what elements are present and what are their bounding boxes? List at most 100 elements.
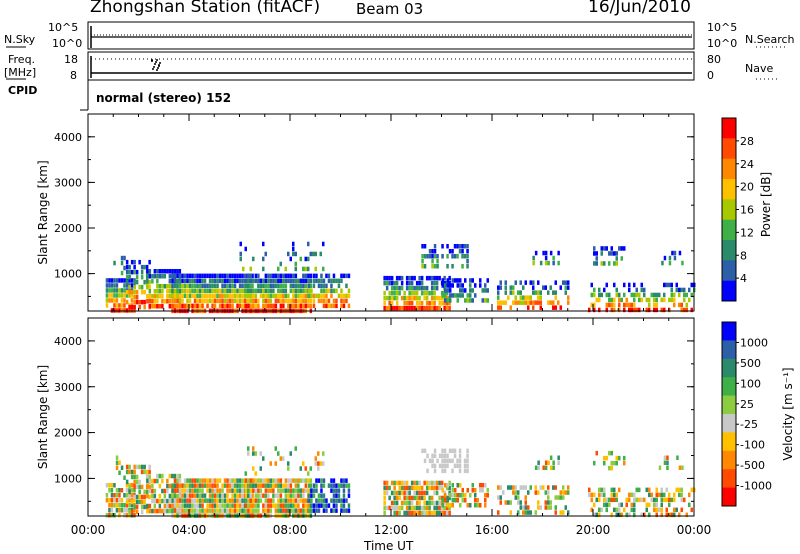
- data-cell: [453, 448, 457, 454]
- data-cell: [262, 508, 265, 513]
- data-cell: [259, 283, 263, 289]
- data-cell: [507, 485, 510, 490]
- colorbar-swatch: [722, 260, 736, 282]
- data-cell: [673, 512, 676, 518]
- data-cell: [623, 292, 626, 298]
- data-cell: [176, 269, 179, 274]
- data-cell: [153, 294, 157, 299]
- data-cell: [428, 458, 432, 464]
- data-cell: [223, 303, 227, 309]
- data-cell: [466, 298, 469, 303]
- data-cell: [330, 508, 333, 513]
- nave-tick-low: 0: [707, 69, 714, 82]
- data-cell: [413, 480, 416, 486]
- data-cell: [613, 492, 616, 498]
- data-cell: [173, 283, 177, 289]
- data-cell: [425, 305, 429, 311]
- data-cell: [309, 251, 312, 257]
- data-cell: [655, 297, 658, 303]
- data-cell: [151, 508, 154, 514]
- data-cell: [213, 508, 217, 513]
- data-cell: [176, 483, 179, 488]
- data-cell: [254, 303, 258, 309]
- data-cell: [319, 461, 322, 466]
- data-cell: [678, 512, 681, 518]
- data-cell: [248, 303, 252, 309]
- data-cell: [615, 512, 618, 518]
- data-cell: [262, 293, 265, 299]
- data-cell: [310, 288, 313, 294]
- data-cell: [476, 498, 479, 503]
- data-cell: [196, 503, 199, 508]
- data-cell: [193, 278, 197, 284]
- data-cell: [307, 278, 311, 284]
- data-cell: [118, 503, 121, 508]
- data-cell: [610, 297, 613, 303]
- data-cell: [226, 273, 229, 279]
- data-cell: [151, 478, 154, 484]
- data-cell: [410, 300, 414, 306]
- data-cell: [143, 494, 146, 500]
- data-cell: [517, 510, 520, 515]
- data-cell: [342, 478, 346, 483]
- data-cell: [233, 298, 237, 304]
- data-cell: [213, 478, 217, 483]
- data-cell: [598, 292, 601, 298]
- data-cell: [233, 503, 237, 508]
- data-cell: [262, 288, 265, 294]
- data-cell: [289, 303, 293, 309]
- data-cell: [312, 283, 316, 289]
- data-cell: [665, 512, 668, 518]
- data-cell: [196, 303, 199, 309]
- data-cell: [176, 278, 179, 284]
- data-cell: [443, 500, 446, 506]
- data-cell: [466, 448, 469, 454]
- data-cell: [608, 497, 611, 503]
- data-cell: [138, 284, 141, 290]
- data-cell: [663, 455, 667, 460]
- data-cell: [269, 303, 273, 309]
- data-cell: [173, 293, 177, 299]
- data-cell: [218, 293, 222, 299]
- data-cell: [395, 480, 399, 486]
- data-cell: [390, 490, 394, 496]
- data-cell: [272, 293, 275, 299]
- data-cell: [408, 285, 411, 291]
- data-cell: [146, 508, 149, 514]
- data-cell: [421, 264, 424, 269]
- data-cell: [186, 498, 189, 503]
- data-cell: [201, 493, 204, 498]
- data-cell: [299, 256, 302, 262]
- data-cell: [638, 297, 641, 303]
- data-cell: [274, 298, 278, 304]
- data-cell: [297, 488, 300, 493]
- data-cell: [600, 261, 603, 266]
- freq-label: Freq.: [8, 53, 36, 66]
- data-cell: [181, 498, 184, 503]
- data-cell: [418, 500, 421, 506]
- data-cell: [239, 256, 242, 262]
- data-cell: [282, 483, 285, 488]
- data-cell: [327, 288, 331, 294]
- data-cell: [405, 505, 409, 511]
- data-cell: [166, 498, 169, 504]
- data-cell: [151, 488, 154, 494]
- data-cell: [668, 282, 671, 288]
- data-cell: [307, 488, 310, 493]
- data-cell: [247, 451, 250, 456]
- data-cell: [133, 269, 136, 275]
- data-cell: [151, 299, 154, 304]
- data-cell: [340, 498, 343, 503]
- data-cell: [254, 493, 258, 498]
- data-cell: [330, 498, 333, 503]
- data-cell: [456, 278, 459, 283]
- data-cell: [615, 261, 618, 266]
- data-cell: [223, 273, 227, 279]
- data-cell: [400, 295, 404, 301]
- data-cell: [340, 478, 343, 483]
- data-cell: [252, 278, 255, 284]
- data-cell: [193, 288, 197, 294]
- data-cell: [146, 478, 149, 484]
- data-cell: [211, 278, 214, 284]
- data-cell: [284, 498, 288, 503]
